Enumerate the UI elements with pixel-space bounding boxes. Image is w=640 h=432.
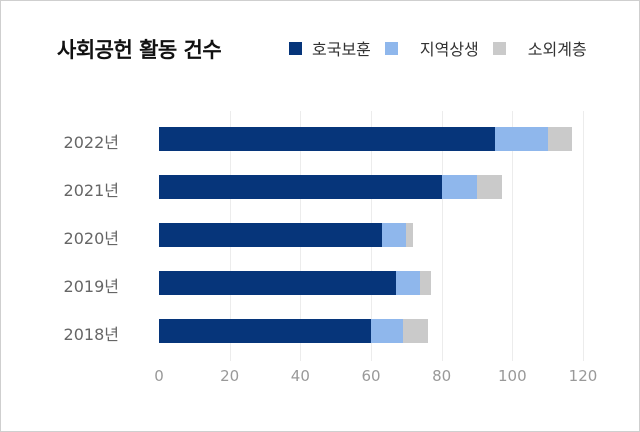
x-axis-tick: 20 [220,367,240,385]
bar-row [159,175,502,199]
bar-segment [406,223,414,247]
y-axis-label: 2020년 [63,229,119,248]
x-axis-tick: 120 [568,367,598,385]
bar-segment [395,271,421,295]
legend-label: 호국보훈 [312,40,371,59]
bar-row [159,223,414,247]
bar-segment [476,175,502,199]
plot-area [159,111,584,361]
chart-title: 사회공헌 활동 건수 [57,38,222,62]
x-axis-tick: 40 [290,367,310,385]
gridline [512,111,514,361]
y-axis-label: 2019년 [63,277,119,296]
legend-swatch-icon [492,41,506,55]
bar-segment [159,175,442,199]
y-axis-label: 2018년 [63,325,119,344]
bar-segment [547,127,573,151]
y-axis-label: 2022년 [63,133,119,152]
legend-item-sooe: 소외계층 [492,36,587,60]
x-axis-tick: 60 [361,367,381,385]
legend-item-jiyeok: 지역상생 [384,36,479,60]
bar-segment [494,127,548,151]
gridline [583,111,584,361]
bar-segment [159,271,396,295]
x-axis-tick: 80 [432,367,452,385]
y-axis-label: 2021년 [63,181,119,200]
legend-label: 소외계층 [527,40,587,59]
bar-segment [159,223,382,247]
bar-segment [420,271,432,295]
legend-item-hoguk: 호국보훈 [289,36,371,60]
legend-label: 지역상생 [419,40,479,59]
bar-segment [371,319,403,343]
gridline [441,111,443,361]
bar-segment [402,319,428,343]
bar-row [159,127,573,151]
legend-swatch-icon [384,41,398,55]
bar-segment [441,175,477,199]
legend-swatch-icon [289,41,302,55]
x-axis-tick: 100 [498,367,527,385]
bar-row [159,319,428,343]
bar-segment [159,127,495,151]
x-axis-tick: 0 [154,367,164,385]
chart-legend: 호국보훈 지역상생 소외계층 [289,36,601,60]
bar-row [159,271,432,295]
bar-segment [159,319,371,343]
bar-segment [381,223,407,247]
